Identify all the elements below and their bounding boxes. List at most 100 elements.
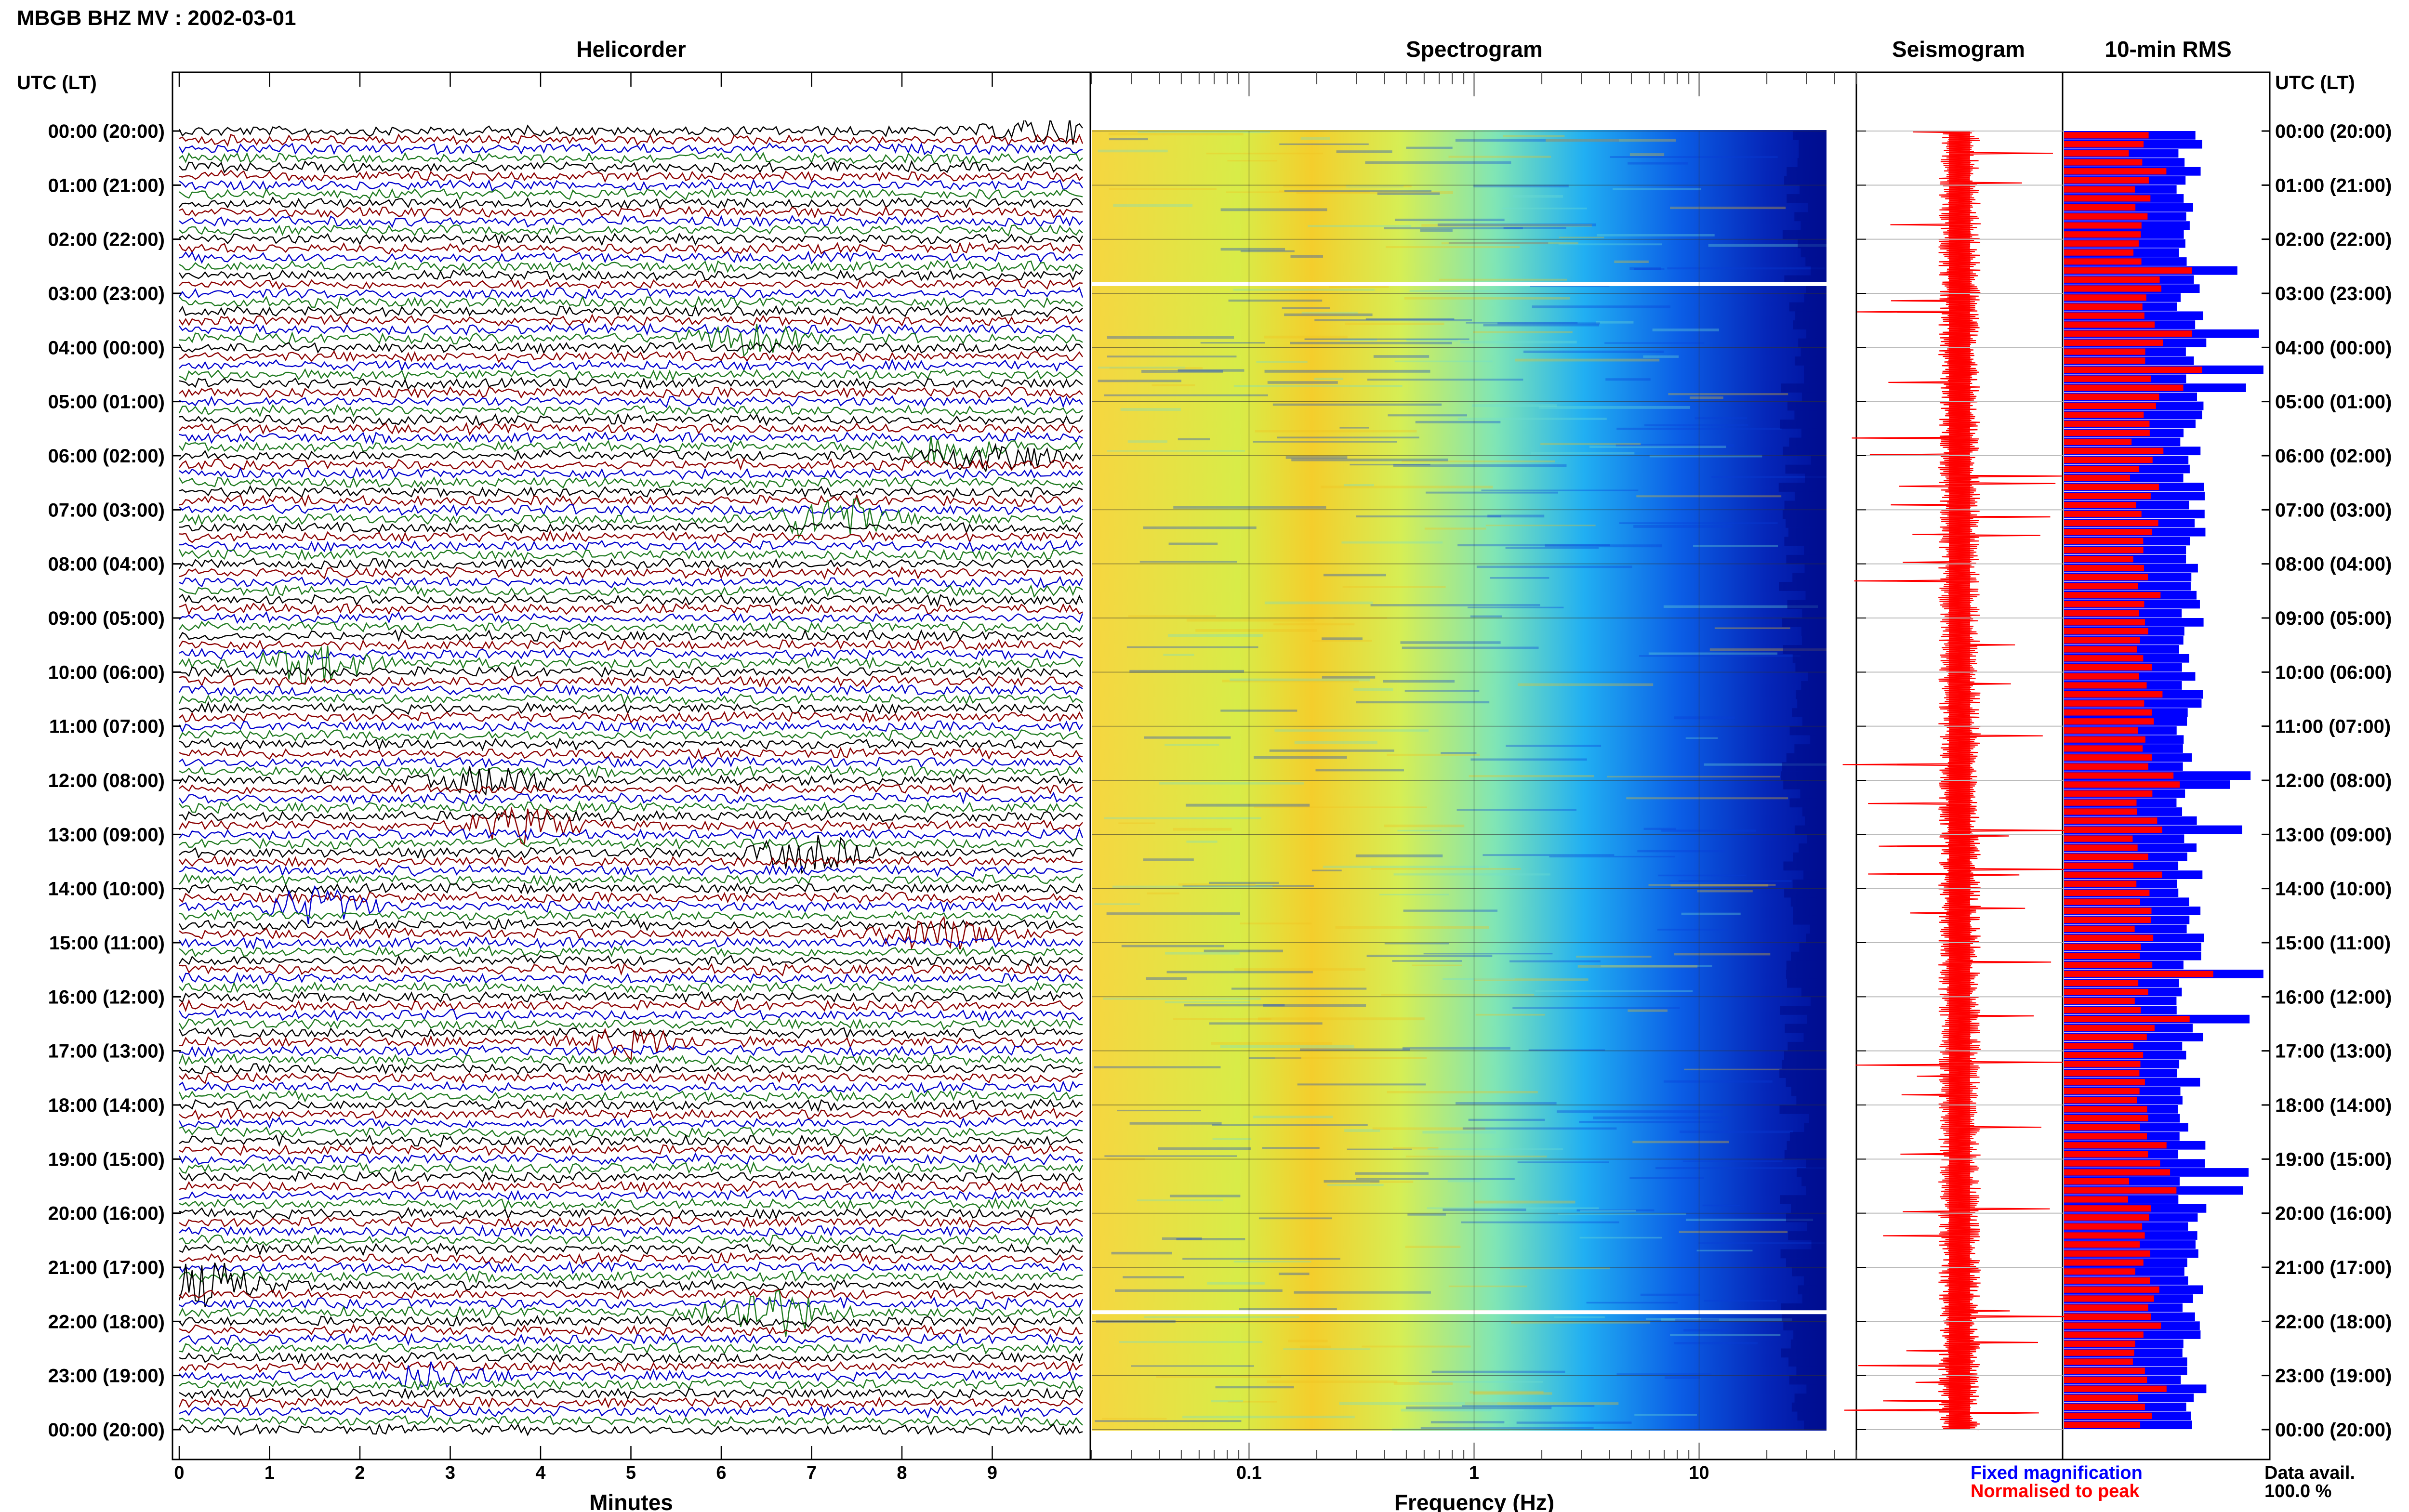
- spectrogram-edge: [1781, 1348, 1827, 1358]
- spectrogram-ticks: 0.1 1 10: [1091, 72, 1857, 1483]
- spectrogram-streak: [1178, 883, 1256, 886]
- hour-label-left: 23:00 (19:00): [48, 1366, 165, 1387]
- spectrogram-streak: [1285, 456, 1348, 459]
- helicorder-line: [179, 521, 1083, 534]
- spectrogram-streak: [1468, 1118, 1545, 1121]
- spectrogram-streak: [1379, 894, 1449, 895]
- spectrogram-streak: [1384, 943, 1449, 945]
- spectrogram-streak: [1329, 286, 1389, 288]
- spectrogram-tick-label: 10: [1689, 1463, 1709, 1483]
- spectrogram-edge: [1780, 1006, 1827, 1015]
- spectrogram-streak: [1652, 329, 1719, 331]
- spectrogram-tick-label: 0.1: [1236, 1463, 1262, 1483]
- rms-bar-normalised: [2064, 1313, 2151, 1320]
- spectrogram-streak: [1432, 1409, 1524, 1411]
- helicorder-line: [179, 576, 1084, 589]
- spectrogram-edge: [1795, 356, 1827, 366]
- spectrogram-streak: [1291, 458, 1448, 461]
- spectrogram-edge: [1787, 167, 1827, 176]
- spectrogram-streak: [1473, 331, 1573, 333]
- spectrogram-streak: [1406, 146, 1453, 149]
- helicorder-line: [179, 737, 1083, 751]
- spectrogram-edge: [1779, 1105, 1827, 1114]
- helicorder-line: [179, 1261, 1083, 1275]
- spectrogram-edge: [1789, 798, 1827, 808]
- rms-bar-normalised: [2064, 411, 2144, 418]
- spectrogram-streak: [1254, 806, 1428, 808]
- spectrogram-streak: [1340, 338, 1377, 342]
- spectrogram-streak: [1300, 1048, 1410, 1051]
- spectrogram-streak: [1159, 782, 1304, 785]
- spectrogram-streak: [1393, 464, 1567, 467]
- spectrogram-streak: [1228, 1401, 1277, 1403]
- helicorder-line: [179, 1080, 1083, 1093]
- helicorder-line: [179, 443, 1083, 473]
- rms-bar-normalised: [2064, 1349, 2134, 1356]
- helicorder-line: [179, 755, 1084, 770]
- helicorder-line: [179, 1234, 1083, 1247]
- rms-bar-normalised: [2064, 421, 2150, 427]
- rms-bar-normalised: [2064, 375, 2151, 382]
- spectrogram-streak: [1346, 184, 1404, 188]
- spectrogram-edge: [1811, 997, 1827, 1006]
- spectrogram-edge: [1790, 897, 1827, 907]
- spectrogram-streak: [1643, 828, 1676, 830]
- helicorder-line: [179, 350, 1083, 363]
- spectrogram-streak: [1355, 854, 1443, 857]
- hour-label-left: 17:00 (13:00): [48, 1041, 165, 1062]
- rms-bar-normalised: [2064, 213, 2148, 220]
- helicorder-x-label: Minutes: [589, 1490, 673, 1512]
- spectrogram-streak: [1178, 438, 1210, 441]
- hour-label-right: 05:00 (01:00): [2275, 392, 2392, 413]
- spectrogram-streak: [1576, 956, 1652, 958]
- spectrogram-edge: [1806, 284, 1827, 293]
- spectrogram-streak: [1118, 822, 1155, 824]
- spectrogram-streak: [1634, 268, 1665, 270]
- spectrogram-edge: [1797, 158, 1827, 167]
- rms-bar-normalised: [2064, 493, 2151, 500]
- rms-bar-normalised: [2064, 1061, 2141, 1067]
- spectrogram-edge: [1786, 960, 1827, 970]
- spectrogram-streak: [1129, 1122, 1222, 1125]
- spectrogram-streak: [1702, 1204, 1741, 1207]
- rms-bar-normalised: [2064, 854, 2148, 860]
- spectrogram-streak: [1576, 1209, 1655, 1211]
- spectrogram-streak: [1143, 858, 1194, 861]
- spectrogram-streak: [1143, 526, 1257, 529]
- spectrogram-streak: [1211, 1400, 1244, 1403]
- rms-bar-normalised: [2064, 655, 2144, 662]
- spectrogram-streak: [1645, 1318, 1702, 1320]
- hour-label-left: 21:00 (17:00): [48, 1257, 165, 1278]
- spectrogram-streak: [1439, 278, 1567, 281]
- spectrogram-edge: [1796, 690, 1827, 699]
- spectrogram-edge: [1783, 645, 1827, 654]
- helicorder-line: [179, 1251, 1083, 1265]
- spectrogram-edge: [1792, 654, 1827, 663]
- spectrogram-streak: [1694, 417, 1747, 420]
- spectrogram-streak: [1460, 341, 1577, 344]
- rms-bar-normalised: [2064, 619, 2145, 626]
- rms-bar-normalised: [2064, 447, 2164, 454]
- spectrogram-streak: [1372, 1127, 1485, 1130]
- spectrogram-streak: [1674, 1342, 1758, 1345]
- helicorder-line: [179, 1027, 1083, 1061]
- helicorder-line: [179, 909, 1083, 922]
- spectrogram-edge: [1792, 1267, 1827, 1276]
- spectrogram-streak: [1415, 421, 1501, 423]
- spectrogram-edge: [1798, 239, 1827, 249]
- rms-bar-normalised: [2064, 745, 2143, 752]
- helicorder-tick-label: 2: [355, 1463, 365, 1483]
- hour-label-right: 06:00 (02:00): [2275, 446, 2392, 467]
- rms-bar-normalised: [2064, 357, 2145, 364]
- spectrogram-streak: [1540, 443, 1641, 445]
- helicorder-line: [179, 557, 1083, 570]
- spectrogram-streak: [1401, 1408, 1491, 1412]
- spectrogram-streak: [1173, 1018, 1271, 1020]
- rms-bar-normalised: [2064, 1295, 2154, 1302]
- spectrogram-streak: [1347, 1148, 1412, 1150]
- spectrogram-edge: [1784, 275, 1827, 285]
- spectrogram-edge: [1805, 257, 1827, 266]
- spectrogram-streak: [1682, 1160, 1783, 1162]
- spectrogram-streak: [1546, 139, 1676, 142]
- helicorder-line: [179, 783, 1083, 795]
